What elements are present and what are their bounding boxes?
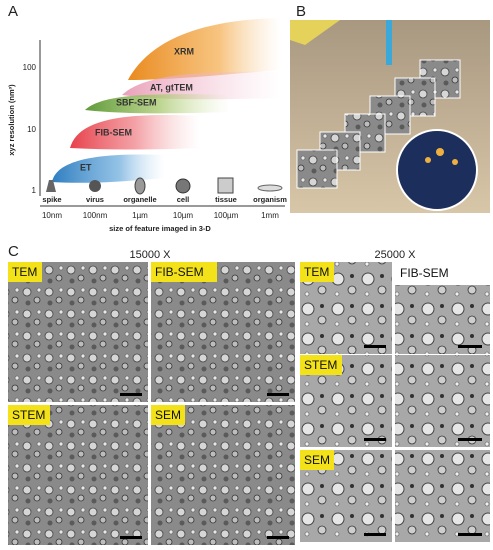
region-shape	[70, 115, 200, 150]
feature-label: spike	[42, 195, 61, 204]
image-label: SEM	[304, 453, 330, 467]
scale-bar	[364, 438, 386, 441]
icon	[217, 177, 234, 194]
image-label: TEM	[12, 265, 37, 279]
x-tick-label: 1mm	[261, 211, 279, 220]
image-label: FIB-SEM	[155, 265, 204, 279]
region-label: AT, gtTEM	[150, 82, 193, 92]
y-tick-label: 100	[23, 63, 37, 72]
y-tick-label: 10	[27, 125, 36, 134]
label-box	[8, 405, 50, 425]
regions	[52, 18, 280, 183]
inset-dot	[436, 148, 444, 156]
scale-bar	[364, 345, 386, 348]
region-shape	[122, 71, 280, 100]
inset-dot	[425, 157, 431, 163]
image-label: STEM	[12, 408, 45, 422]
label-box	[300, 355, 342, 375]
label-box	[151, 262, 217, 282]
scale-bar	[120, 536, 142, 539]
icon	[46, 180, 56, 192]
x-axis-label: size of feature imaged in 3-D	[109, 224, 211, 233]
inset-dot	[452, 159, 458, 165]
panel-label: C	[8, 243, 19, 260]
beam	[386, 20, 392, 65]
feature-label: cell	[177, 195, 190, 204]
icon	[134, 177, 146, 195]
x-tick-label: 10µm	[173, 211, 194, 220]
panel-label: B	[296, 3, 306, 20]
micrograph	[151, 262, 295, 402]
scale-bar	[458, 345, 482, 348]
region-label: SBF-SEM	[116, 97, 157, 107]
label-box	[300, 450, 334, 470]
feature-label: virus	[86, 195, 104, 204]
region-shape	[85, 94, 230, 114]
micrograph	[8, 405, 148, 545]
feature-label: organelle	[123, 195, 156, 204]
magnification: 15000 X	[130, 249, 172, 261]
label-box	[151, 405, 185, 425]
slice	[296, 149, 338, 189]
image-label: STEM	[304, 358, 337, 372]
scale-bar	[458, 438, 482, 441]
image-label: SEM	[155, 408, 181, 422]
panel-label: A	[8, 3, 18, 20]
region-label: ET	[80, 162, 92, 172]
scale-bar	[458, 533, 482, 536]
icon	[175, 178, 191, 194]
feature-icons	[46, 177, 283, 195]
feature-label: organism	[253, 195, 287, 204]
y-axis-label: xyz resolution (nm³)	[7, 84, 16, 156]
x-tick-label: 100nm	[83, 211, 108, 220]
scale-bar	[267, 393, 289, 396]
y-tick-label: 1	[32, 186, 37, 195]
micrograph	[395, 285, 490, 354]
micrograph	[395, 355, 490, 447]
region-shape	[52, 154, 165, 183]
feature-label: tissue	[215, 195, 237, 204]
region-shape	[128, 18, 280, 80]
scale-bar	[364, 533, 386, 536]
image-label: FIB-SEM	[400, 266, 449, 280]
beam	[290, 20, 340, 45]
inset-render	[396, 129, 478, 211]
x-tick-label: 100µm	[214, 211, 239, 220]
x-tick-label: 10nm	[42, 211, 62, 220]
image-label: TEM	[304, 265, 329, 279]
scale-bar	[267, 536, 289, 539]
region-label: FIB-SEM	[95, 127, 132, 137]
micrograph	[8, 262, 148, 402]
x-tick-label: 1µm	[132, 211, 148, 220]
icon	[89, 180, 101, 192]
label-box	[300, 262, 334, 282]
slices	[296, 59, 461, 189]
magnification: 25000 X	[375, 249, 417, 261]
icon	[257, 184, 283, 192]
micrograph	[151, 405, 295, 545]
region-label: XRM	[174, 46, 194, 56]
label-box	[8, 262, 42, 282]
scale-bar	[120, 393, 142, 396]
micrograph	[395, 450, 490, 542]
